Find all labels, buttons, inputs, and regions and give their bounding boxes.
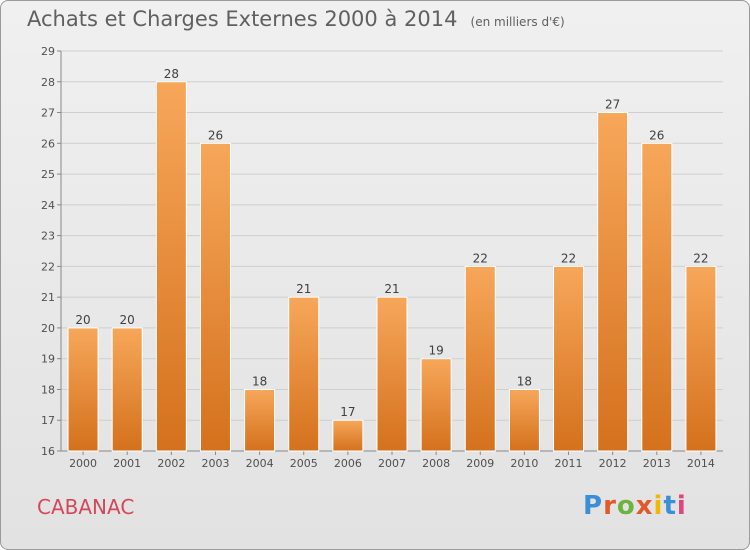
bar [641, 142, 673, 452]
data-label: 26 [208, 128, 223, 142]
y-tick-label: 25 [41, 168, 55, 181]
x-tick-label: 2014 [687, 457, 715, 470]
bar [597, 112, 629, 452]
x-tick-label: 2005 [290, 457, 318, 470]
location-name: CABANAC [37, 495, 135, 519]
x-tick-label: 2004 [246, 457, 274, 470]
data-label: 27 [605, 98, 620, 112]
x-tick-label: 2013 [643, 457, 671, 470]
data-label: 22 [473, 251, 488, 265]
bar [464, 265, 496, 452]
title-row: Achats et Charges Externes 2000 à 2014 (… [27, 7, 565, 31]
y-tick-label: 19 [41, 353, 55, 366]
x-tick-label: 2003 [201, 457, 229, 470]
bar [376, 296, 408, 452]
data-label: 19 [428, 344, 443, 358]
x-tick-label: 2012 [599, 457, 627, 470]
y-tick-label: 22 [41, 260, 55, 273]
bar [244, 388, 276, 452]
bar [199, 142, 231, 452]
bar [111, 327, 143, 452]
bar [67, 327, 99, 452]
data-label: 17 [340, 405, 355, 419]
x-tick-label: 2008 [422, 457, 450, 470]
brand-letter: o [616, 491, 636, 521]
bar [420, 358, 452, 452]
data-label: 18 [252, 374, 267, 388]
data-label: 21 [296, 282, 311, 296]
data-labels: 20 20 28 26 18 21 17 21 19 22 18 22 27 26 22 [75, 67, 708, 419]
y-tick-label: 17 [41, 414, 55, 427]
y-tick-label: 28 [41, 76, 55, 89]
brand-logo: Proxiti [583, 491, 687, 521]
x-tick-label: 2009 [466, 457, 494, 470]
brand-letter: t [663, 491, 677, 521]
brand-letter: r [603, 491, 617, 521]
y-tick-label: 18 [41, 383, 55, 396]
y-tick-label: 21 [41, 291, 55, 304]
brand-letter: x [635, 491, 654, 521]
data-label: 20 [75, 313, 90, 327]
x-tick-label: 2001 [113, 457, 141, 470]
brand-letter: i [653, 491, 664, 521]
y-tick-label: 23 [41, 230, 55, 243]
bar [508, 388, 540, 452]
data-label: 20 [120, 313, 135, 327]
data-label: 28 [164, 67, 179, 81]
x-tick-label: 2011 [555, 457, 583, 470]
data-label: 21 [384, 282, 399, 296]
y-tick-label: 26 [41, 137, 55, 150]
y-tick-label: 29 [41, 45, 55, 58]
x-tick-label: 2010 [510, 457, 538, 470]
y-tick-label: 24 [41, 199, 55, 212]
chart-title: Achats et Charges Externes 2000 à 2014 [27, 7, 458, 31]
x-tick-labels: 2000 2001 2002 2003 2004 2005 2006 2007 2008 2009… [69, 457, 715, 470]
x-tick-label: 2006 [334, 457, 362, 470]
y-tick-label: 27 [41, 107, 55, 120]
chart-unit: (en milliers d'€) [470, 15, 565, 29]
bar [288, 296, 320, 452]
bar [553, 265, 585, 452]
bar [685, 265, 717, 452]
x-tick-label: 2000 [69, 457, 97, 470]
y-tick-label: 20 [41, 322, 55, 335]
y-tick-labels: 16 17 18 19 20 21 22 23 24 25 26 27 28 29 [41, 45, 55, 458]
bar [155, 81, 187, 452]
x-tick-label: 2007 [378, 457, 406, 470]
x-tick-label: 2002 [157, 457, 185, 470]
data-label: 26 [649, 128, 664, 142]
bar [332, 419, 364, 452]
y-tick-label: 16 [41, 445, 55, 458]
data-label: 18 [517, 374, 532, 388]
data-label: 22 [693, 251, 708, 265]
bars [67, 81, 717, 452]
data-label: 22 [561, 251, 576, 265]
brand-letter: P [583, 491, 604, 521]
brand-letter: i [676, 491, 687, 521]
